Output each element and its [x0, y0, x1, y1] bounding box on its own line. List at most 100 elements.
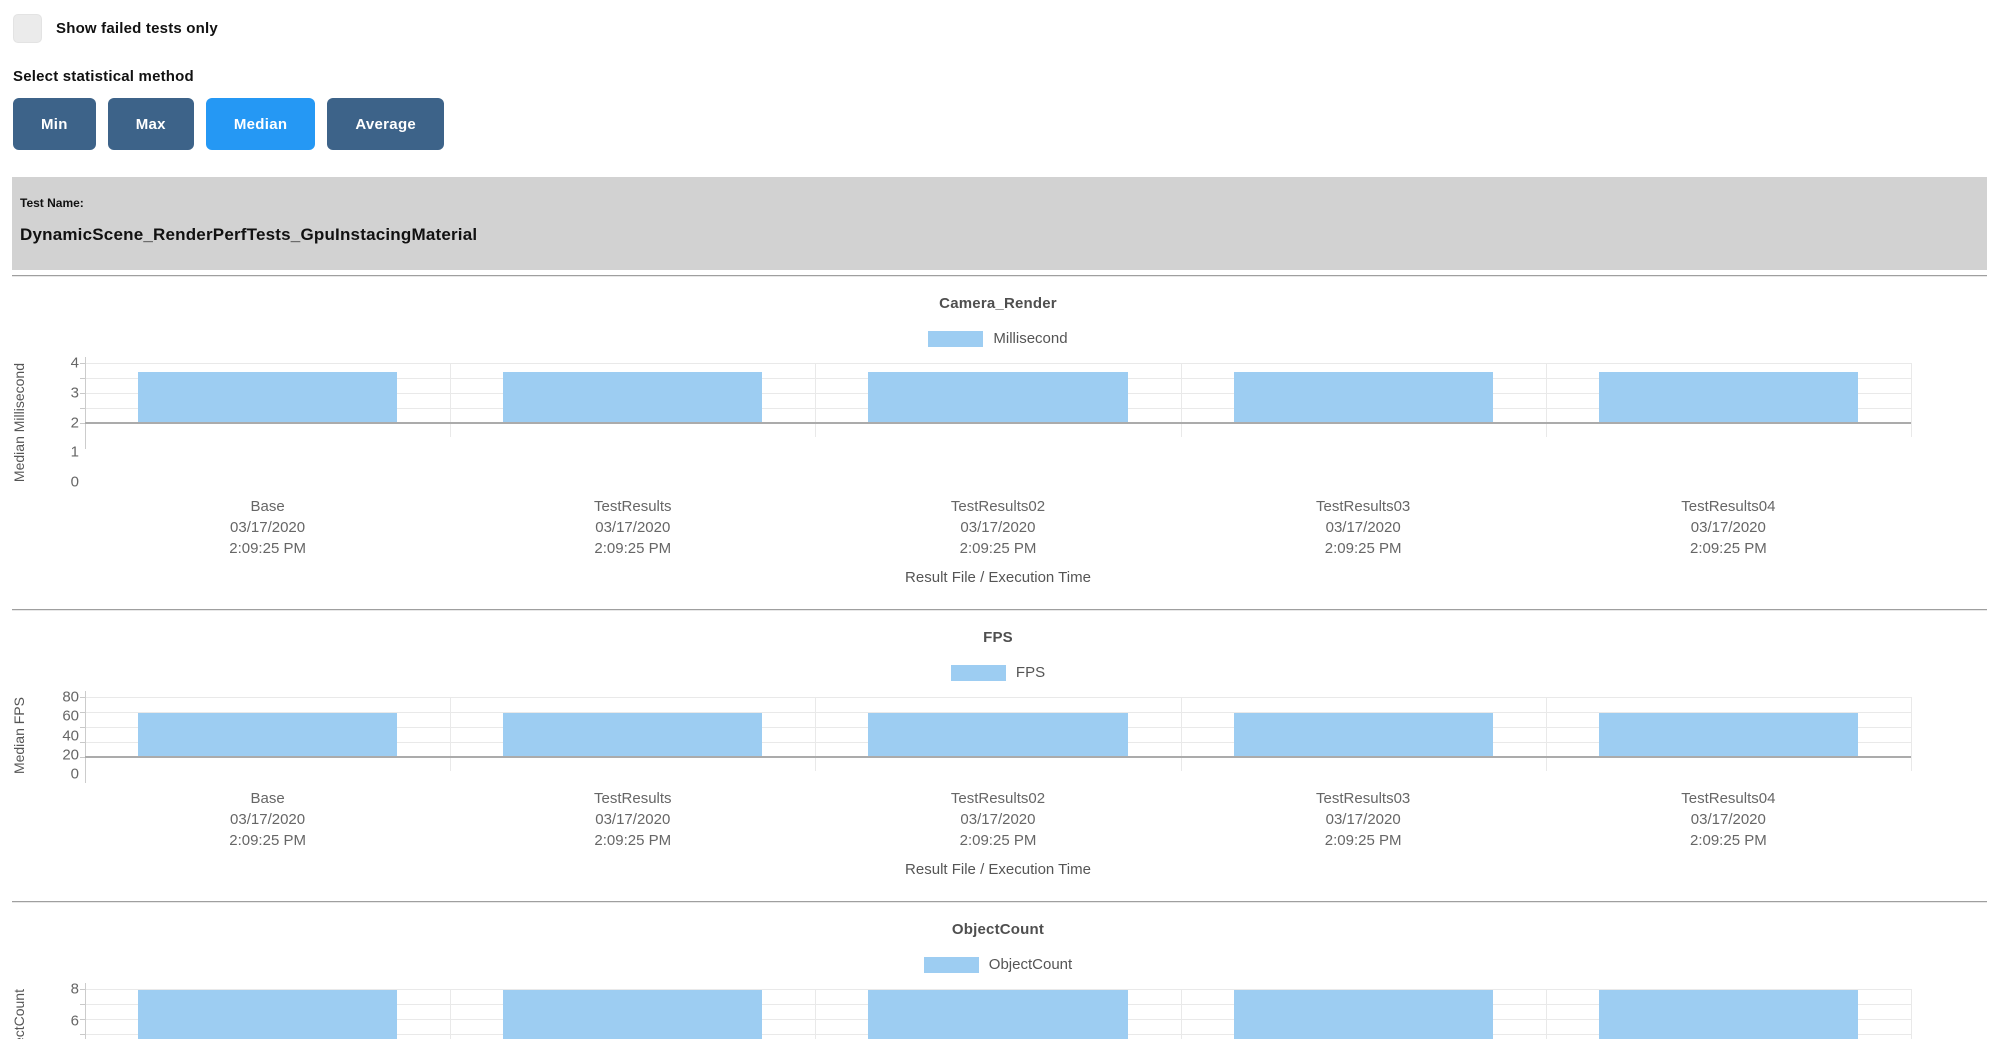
- stat-button-max[interactable]: Max: [107, 98, 194, 150]
- x-category-label: TestResults02 03/17/2020 2:09:25 PM: [815, 496, 1180, 559]
- charts-container: Camera_Render Millisecond Median Milliseco…: [0, 277, 1999, 1039]
- axis-tick-mark: [80, 393, 85, 394]
- legend-swatch: [928, 330, 984, 347]
- axis-tick-mark: [80, 757, 85, 759]
- y-tick-label: 40: [62, 727, 79, 745]
- bar-testresults[interactable]: [503, 372, 763, 423]
- y-tick-label: 4: [70, 354, 79, 372]
- vertical-gridline: [450, 363, 452, 437]
- y-axis-title-text: Median FPS: [11, 697, 27, 775]
- execution-date: 03/17/2020: [1690, 519, 1766, 537]
- x-category-label: TestResults 03/17/2020 2:09:25 PM: [450, 788, 815, 851]
- y-tick-label: 20: [62, 746, 79, 764]
- show-failed-checkbox[interactable]: [13, 14, 42, 43]
- bar-testresults03[interactable]: [1233, 712, 1493, 758]
- x-category-label: Base 03/17/2020 2:09:25 PM: [85, 788, 450, 851]
- bar-testresults04[interactable]: [1598, 712, 1859, 758]
- y-axis-line: [85, 691, 86, 784]
- plot-row: Median FPS 80 60 40 20 0: [0, 689, 1912, 784]
- axis-tick-mark: [80, 378, 85, 379]
- stat-button-median[interactable]: Median: [205, 98, 316, 150]
- vertical-gridline: [815, 363, 817, 437]
- bar-testresults04[interactable]: [1598, 989, 1859, 1039]
- stat-method-label: Select statistical method: [13, 68, 194, 85]
- stat-button-min[interactable]: Min: [13, 98, 96, 150]
- vertical-gridline: [450, 697, 452, 772]
- axis-tick-mark: [80, 727, 85, 729]
- y-axis-ticks: 86420: [38, 981, 85, 1039]
- y-tick-label: 3: [70, 384, 79, 402]
- bar-testresults04[interactable]: [1598, 372, 1859, 423]
- axis-tick-mark: [80, 1004, 85, 1006]
- plot-area: [80, 691, 1912, 784]
- result-file-name: TestResults03: [1316, 498, 1411, 516]
- chart-header: Camera_Render Millisecond: [85, 295, 1911, 347]
- bar-testresults[interactable]: [503, 989, 763, 1039]
- show-failed-row: Show failed tests only: [13, 14, 1987, 43]
- result-file-name: TestResults03: [1316, 790, 1411, 808]
- result-file-name: TestResults: [594, 498, 672, 516]
- y-tick-label: 2: [70, 414, 79, 432]
- y-axis-ticks: 4 3 2 1 0: [38, 355, 85, 491]
- legend-label: FPS: [1015, 664, 1046, 682]
- bar-base[interactable]: [137, 372, 398, 423]
- axis-tick-mark: [80, 363, 85, 364]
- chart-title: Camera_Render: [939, 295, 1057, 312]
- divider: [12, 609, 1987, 612]
- execution-date: 03/17/2020: [595, 811, 671, 829]
- bar-testresults02[interactable]: [868, 372, 1128, 423]
- axis-tick-mark: [80, 1019, 85, 1021]
- chart-legend: FPS: [85, 664, 1911, 681]
- test-name-value: DynamicScene_RenderPerfTests_GpuInstacin…: [20, 225, 478, 244]
- vertical-gridline: [1180, 989, 1182, 1039]
- execution-time: 2:09:25 PM: [1689, 832, 1767, 850]
- axis-tick-mark: [80, 989, 85, 991]
- y-axis-title-text: Median Millisecond: [11, 363, 27, 483]
- vertical-gridline: [815, 697, 817, 772]
- bar-testresults03[interactable]: [1233, 372, 1493, 423]
- vertical-gridline: [1545, 363, 1547, 437]
- execution-time: 2:09:25 PM: [959, 540, 1037, 558]
- vertical-gridline: [1545, 697, 1547, 772]
- bar-testresults[interactable]: [503, 712, 763, 758]
- chart-camera_render: Camera_Render Millisecond Median Milliseco…: [0, 277, 1999, 604]
- plot-row: Median ObjectCount86420: [0, 981, 1912, 1039]
- y-tick-label: 8: [70, 980, 79, 998]
- execution-time: 2:09:25 PM: [959, 832, 1037, 850]
- execution-date: 03/17/2020: [1690, 811, 1766, 829]
- result-file-name: Base: [250, 498, 285, 516]
- chart-legend: Millisecond: [85, 330, 1911, 347]
- vertical-gridline: [450, 989, 452, 1039]
- result-file-name: TestResults04: [1681, 790, 1776, 808]
- y-axis-line: [85, 357, 86, 449]
- result-file-name: TestResults02: [950, 498, 1046, 516]
- x-category-label: TestResults04 03/17/2020 2:09:25 PM: [1546, 788, 1911, 851]
- stat-button-average[interactable]: Average: [327, 98, 445, 150]
- execution-date: 03/17/2020: [1325, 519, 1401, 537]
- execution-date: 03/17/2020: [1325, 811, 1401, 829]
- x-axis-title: Result File / Execution Time: [905, 569, 1091, 587]
- y-tick-label: 60: [62, 707, 79, 725]
- vertical-gridline: [1180, 697, 1182, 772]
- x-category-label: Base 03/17/2020 2:09:25 PM: [85, 496, 450, 559]
- chart-fps: FPS FPS Median FPS 80 60 40 20 0 Base 03/17/2020 2…: [0, 611, 1999, 896]
- plot-row: Median Millisecond 4 3 2 1 0: [0, 355, 1912, 491]
- y-tick-label: 0: [70, 765, 79, 783]
- chart-objectcount: ObjectCount ObjectCount Median ObjectCount…: [0, 903, 1999, 1039]
- bar-base[interactable]: [137, 712, 398, 758]
- result-file-name: Base: [250, 790, 285, 808]
- y-axis-title: Median FPS: [0, 697, 38, 774]
- execution-date: 03/17/2020: [230, 811, 306, 829]
- bar-testresults03[interactable]: [1233, 989, 1493, 1039]
- legend-label: Millisecond: [993, 330, 1068, 347]
- divider: [12, 901, 1987, 904]
- bar-base[interactable]: [137, 989, 398, 1039]
- bar-testresults02[interactable]: [868, 712, 1128, 758]
- chart-header: ObjectCount ObjectCount: [85, 921, 1911, 973]
- x-category-label: TestResults02 03/17/2020 2:09:25 PM: [815, 788, 1180, 851]
- x-category-label: TestResults 03/17/2020 2:09:25 PM: [450, 496, 815, 559]
- x-category-label: TestResults04 03/17/2020 2:09:25 PM: [1546, 496, 1911, 559]
- axis-tick-mark: [80, 742, 85, 744]
- bar-testresults02[interactable]: [868, 989, 1128, 1039]
